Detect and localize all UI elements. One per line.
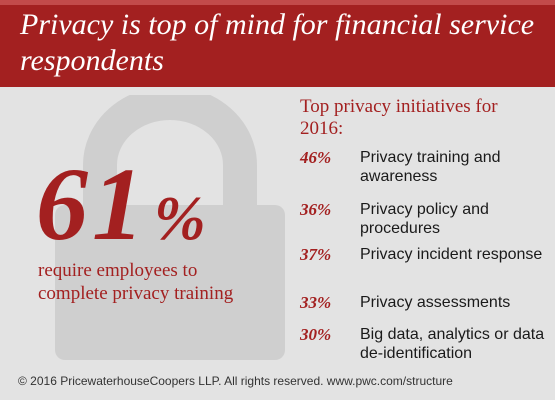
headline-stat-value: 61	[36, 147, 148, 262]
headline-stat: 61%	[36, 150, 206, 260]
initiatives-heading: Top privacy initiatives for 2016:	[300, 96, 498, 139]
initiative-label: Privacy training and awareness	[360, 149, 501, 185]
initiative-percent: 46%	[300, 148, 332, 167]
page-title: Privacy is top of mind for financial ser…	[20, 8, 535, 77]
initiative-label: Privacy incident response	[360, 246, 543, 263]
header-banner: Privacy is top of mind for financial ser…	[0, 0, 555, 87]
initiative-label: Privacy assessments	[360, 294, 511, 311]
initiative-percent: 36%	[300, 200, 332, 219]
headline-stat-description: require employees to complete privacy tr…	[38, 260, 234, 304]
initiative-percent: 33%	[300, 293, 332, 312]
initiative-percent: 30%	[300, 325, 332, 344]
header-top-stripe	[0, 0, 555, 5]
copyright-footer: © 2016 PricewaterhouseCoopers LLP. All r…	[18, 374, 453, 388]
initiative-label: Big data, analytics or data de-identific…	[360, 326, 545, 362]
padlock-icon	[55, 95, 285, 360]
headline-stat-unit: %	[154, 185, 206, 253]
initiative-label: Privacy policy and procedures	[360, 201, 489, 237]
initiative-percent: 37%	[300, 245, 332, 264]
